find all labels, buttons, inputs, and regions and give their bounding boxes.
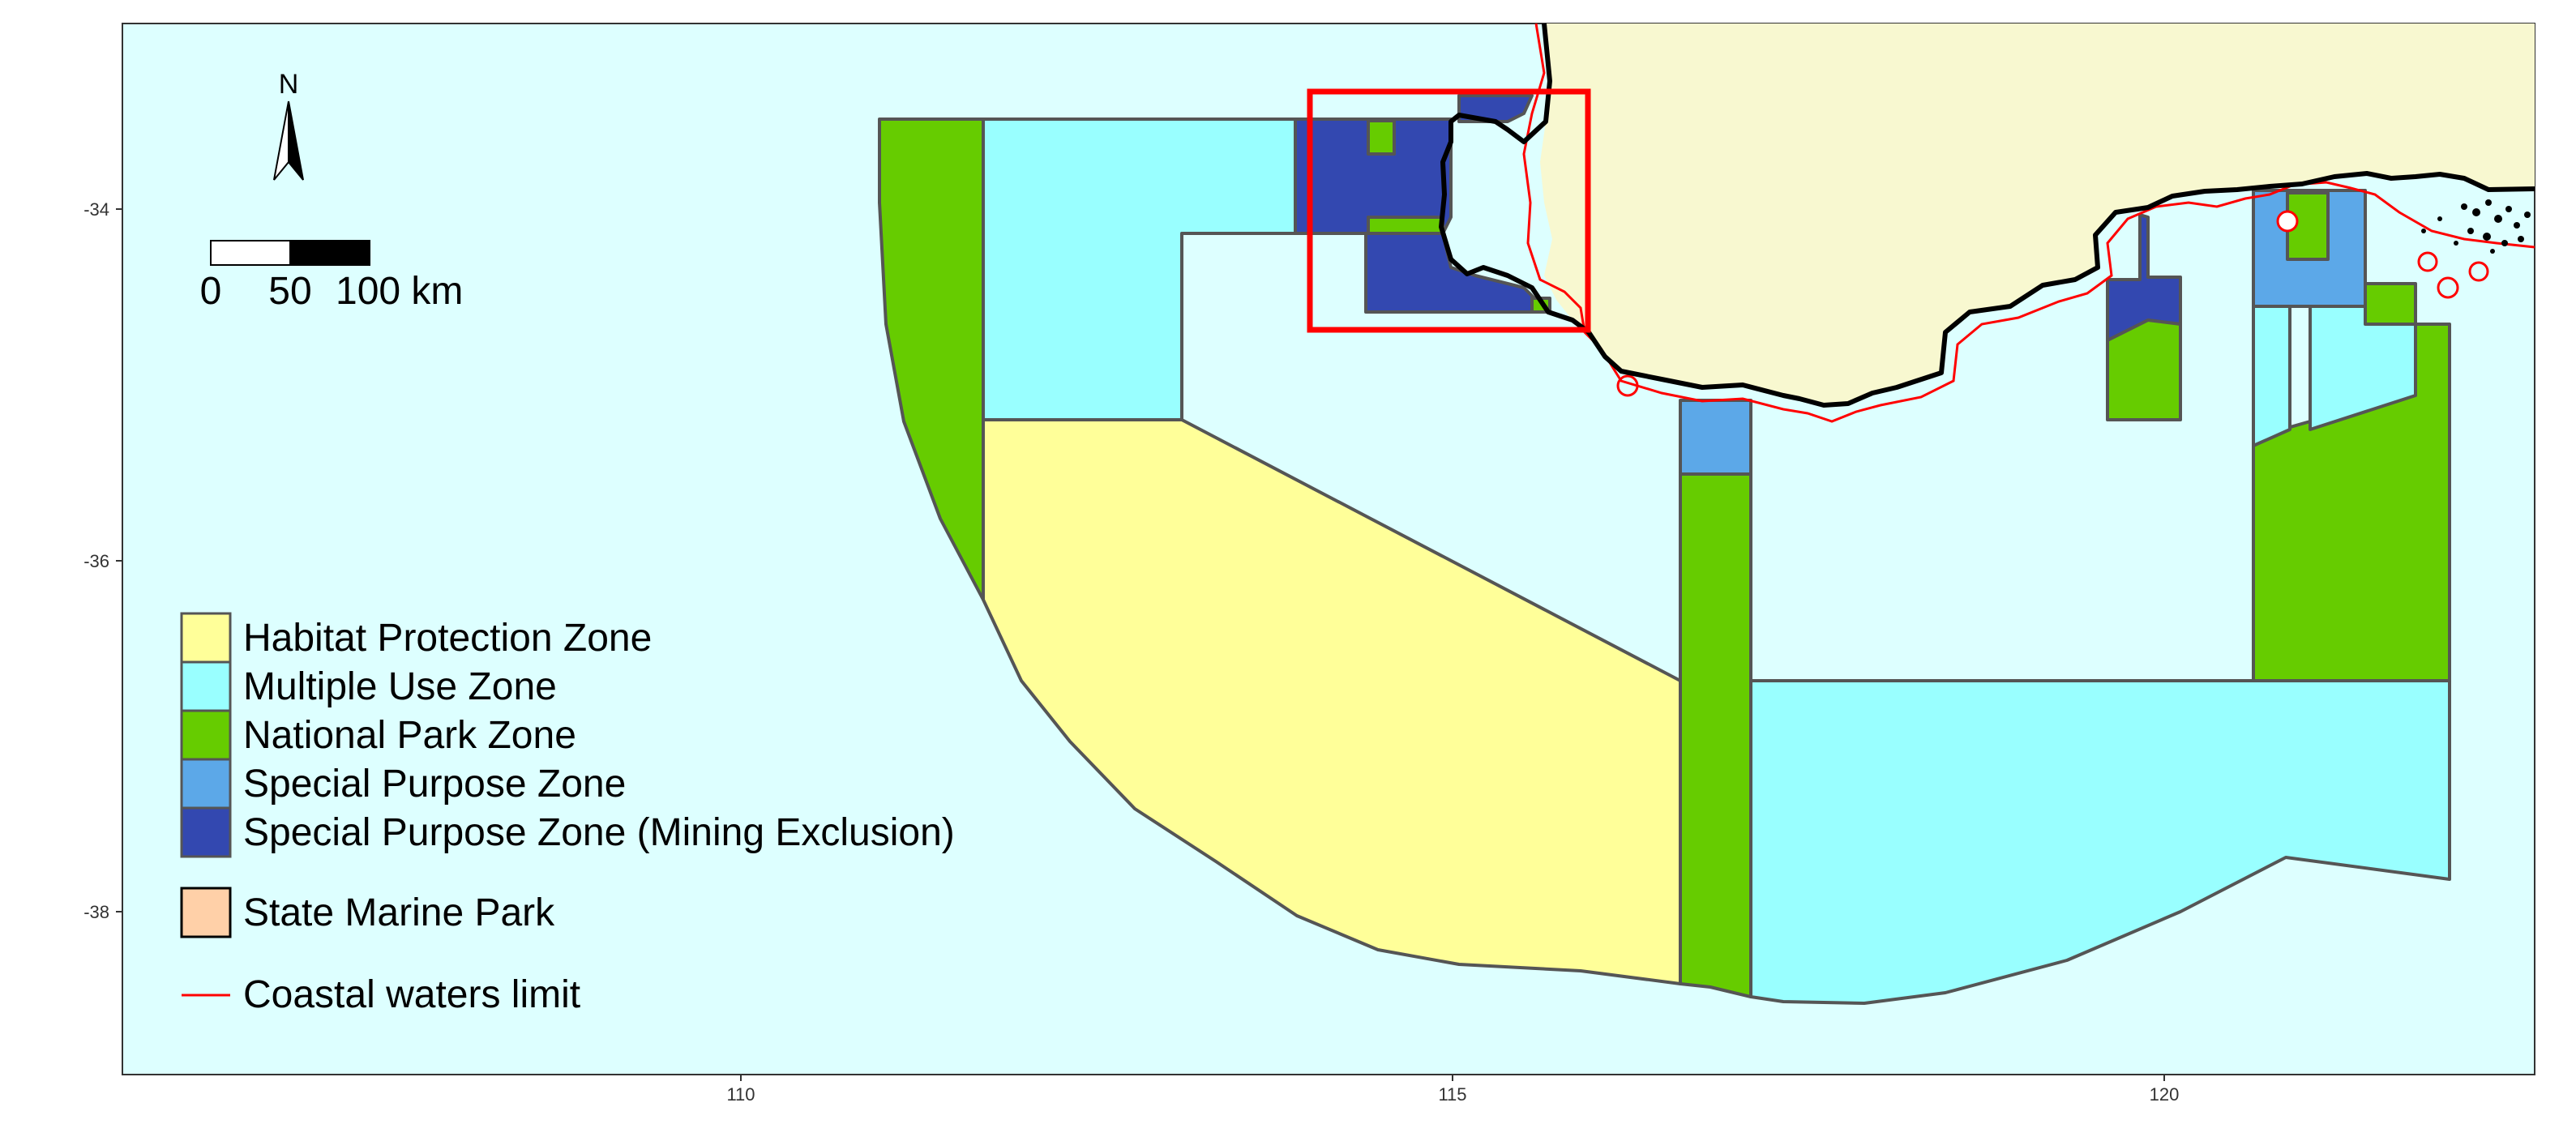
zone-multiple-use-southeast	[1749, 679, 2451, 1005]
zone-multiple-use-east-2	[2309, 305, 2417, 431]
zone-national-park-small-2	[1367, 216, 1444, 235]
coastal-limit-island-2	[2417, 251, 2438, 272]
legend: Habitat Protection Zone Multiple Use Zon…	[180, 612, 955, 1016]
coastline	[1439, 23, 2535, 408]
zone-special-purpose-middle	[1679, 399, 1752, 476]
legend-key-mining-exclusion	[180, 806, 232, 858]
coastal-limit-island-4	[2437, 276, 2459, 299]
coastal-limit-island-1	[1616, 374, 1639, 397]
land-mass	[1540, 24, 2535, 405]
zone-national-park-120	[2106, 318, 2182, 421]
y-tick-label: -38	[83, 902, 109, 922]
legend-label: National Park Zone	[243, 714, 576, 757]
archipelago-islands	[2421, 199, 2531, 254]
legend-label: Special Purpose Zone	[243, 763, 626, 806]
y-tick-label: -34	[83, 199, 109, 220]
zone-national-park-east-small	[2286, 191, 2330, 261]
x-tick-label: 120	[2150, 1084, 2180, 1105]
legend-key-multiple-use	[180, 660, 232, 712]
inset-extent-box	[1307, 88, 1591, 333]
coastal-limit-island-3	[2468, 261, 2489, 282]
x-tick-label: 110	[726, 1084, 755, 1105]
scale-bar: 0 50 100 km	[200, 240, 463, 313]
x-axis	[740, 1075, 2165, 1081]
zone-national-park-small-1	[1367, 119, 1396, 156]
legend-label: Special Purpose Zone (Mining Exclusion)	[243, 811, 955, 854]
legend-key-state-marine-park	[180, 887, 232, 938]
coastal-limit-island-5	[2276, 210, 2299, 233]
legend-label: Habitat Protection Zone	[243, 617, 652, 660]
scale-bar-label: 100 km	[336, 270, 463, 313]
north-arrow: N	[273, 69, 304, 181]
zones-layer	[878, 94, 2451, 1005]
legend-key-special-purpose	[180, 758, 232, 810]
zone-mining-exclusion-north	[1294, 118, 1453, 235]
zone-multiple-use-east-1	[2252, 305, 2291, 447]
legend-label: State Marine Park	[243, 891, 555, 934]
legend-key-national-park	[180, 709, 232, 761]
y-tick-label: -36	[83, 551, 109, 571]
scale-bar-label: 50	[268, 270, 311, 313]
legend-label: Multiple Use Zone	[243, 665, 557, 708]
scale-bar-label: 0	[200, 270, 222, 313]
x-tick-label: 115	[1438, 1084, 1466, 1105]
legend-key-habitat-protection	[180, 612, 232, 664]
zone-national-park-middle	[1679, 472, 1752, 998]
legend-label: Coastal waters limit	[243, 973, 580, 1016]
north-arrow-label: N	[279, 69, 299, 100]
coastal-waters-limit-line	[1522, 23, 2535, 423]
y-axis	[116, 208, 122, 912]
